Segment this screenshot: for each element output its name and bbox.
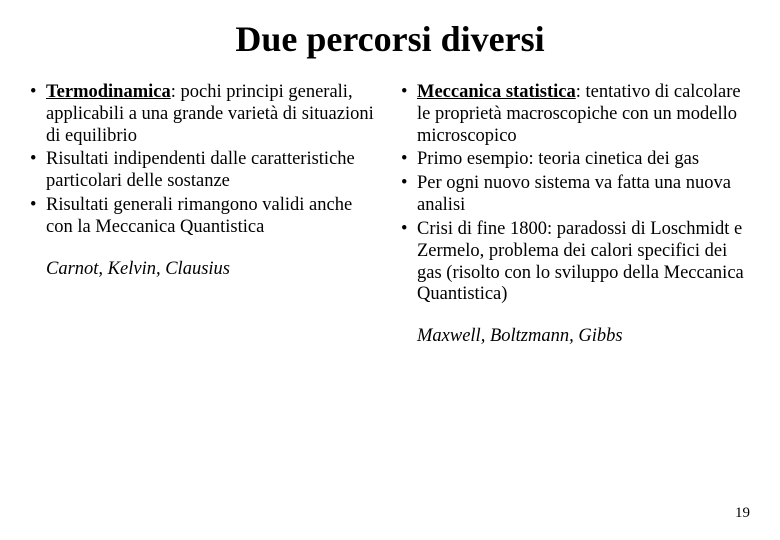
right-list: Meccanica statistica: tentativo di calco… — [399, 82, 752, 306]
list-item: Risultati indipendenti dalle caratterist… — [28, 149, 381, 193]
slide-title: Due percorsi diversi — [28, 18, 752, 60]
left-names: Carnot, Kelvin, Clausius — [28, 259, 381, 281]
right-names: Maxwell, Boltzmann, Gibbs — [399, 326, 752, 348]
item-text: Primo esempio: teoria cinetica dei gas — [417, 149, 699, 169]
right-column: Meccanica statistica: tentativo di calco… — [399, 82, 752, 348]
content-columns: Termodinamica: pochi principi generali, … — [28, 82, 752, 348]
left-list: Termodinamica: pochi principi generali, … — [28, 82, 381, 239]
item-text: Crisi di fine 1800: paradossi di Loschmi… — [417, 219, 744, 304]
list-item: Risultati generali rimangono validi anch… — [28, 195, 381, 239]
list-item: Crisi di fine 1800: paradossi di Loschmi… — [399, 219, 752, 306]
list-item: Per ogni nuovo sistema va fatta una nuov… — [399, 173, 752, 217]
item-text: Risultati generali rimangono validi anch… — [46, 195, 352, 237]
list-item: Meccanica statistica: tentativo di calco… — [399, 82, 752, 147]
item-text: Per ogni nuovo sistema va fatta una nuov… — [417, 173, 731, 215]
list-item: Termodinamica: pochi principi generali, … — [28, 82, 381, 147]
term: Termodinamica — [46, 82, 171, 102]
term: Meccanica statistica — [417, 82, 576, 102]
page-number: 19 — [735, 505, 750, 522]
list-item: Primo esempio: teoria cinetica dei gas — [399, 149, 752, 171]
item-text: Risultati indipendenti dalle caratterist… — [46, 149, 355, 191]
left-column: Termodinamica: pochi principi generali, … — [28, 82, 381, 348]
